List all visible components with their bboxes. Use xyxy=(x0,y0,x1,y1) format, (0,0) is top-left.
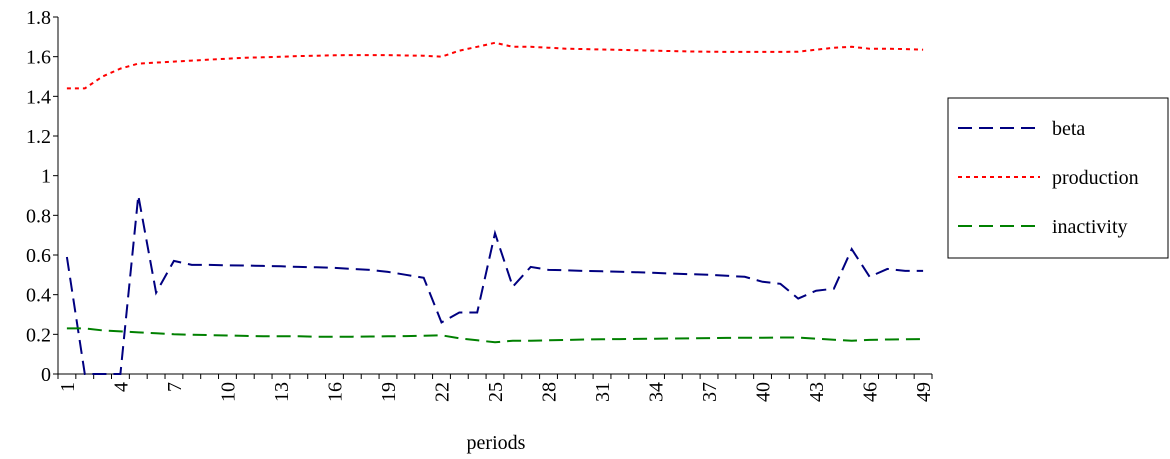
x-tick-label: 34 xyxy=(646,382,668,402)
y-tick-label: 0.8 xyxy=(26,205,51,227)
series-layer xyxy=(65,41,924,375)
y-tick-label: 1.2 xyxy=(26,126,51,148)
x-tick-label: 13 xyxy=(271,382,293,402)
x-tick-label: 37 xyxy=(699,382,721,402)
x-axis: 1 4 7 10 13 16 19 22 25 28 31 34 37 40 43 46 49 xyxy=(57,373,935,402)
y-tick-label: 0.2 xyxy=(26,324,51,346)
y-tick-label: 0.6 xyxy=(26,245,51,267)
legend-label-production: production xyxy=(1052,167,1139,189)
x-tick-label: 1 xyxy=(57,382,79,392)
x-tick-label: 7 xyxy=(164,382,186,392)
y-tick-label: 0 xyxy=(41,364,51,386)
legend-label-beta: beta xyxy=(1052,118,1085,140)
x-tick-label: 22 xyxy=(431,382,453,402)
x-tick-label: 31 xyxy=(592,382,614,402)
series-line-beta xyxy=(65,195,924,375)
y-tick-label: 1 xyxy=(41,166,51,188)
x-tick-label: 16 xyxy=(324,382,346,402)
legend-label-inactivity: inactivity xyxy=(1052,216,1128,238)
y-tick-label: 1.8 xyxy=(26,7,51,29)
y-tick-label: 1.4 xyxy=(26,86,51,108)
x-tick-label: 10 xyxy=(217,382,239,402)
x-tick-label: 28 xyxy=(539,382,561,402)
y-tick-label: 1.6 xyxy=(26,47,51,69)
legend: beta production inactivity xyxy=(947,97,1169,259)
x-tick-label: 25 xyxy=(485,382,507,402)
y-axis: 0 0.2 0.4 0.6 0.8 1 1.2 1.4 1.6 1.8 xyxy=(26,7,59,386)
x-tick-label: 40 xyxy=(753,382,775,402)
x-tick-label: 43 xyxy=(806,382,828,402)
x-tick-label: 49 xyxy=(913,382,935,402)
x-tick-label: 19 xyxy=(378,382,400,402)
series-line-production xyxy=(66,41,924,90)
x-axis-title: periods xyxy=(467,432,526,454)
x-tick-label: 46 xyxy=(860,382,882,402)
series-line-inactivity xyxy=(66,327,924,344)
x-tick-label: 4 xyxy=(110,382,132,392)
y-tick-label: 0.4 xyxy=(26,285,51,307)
